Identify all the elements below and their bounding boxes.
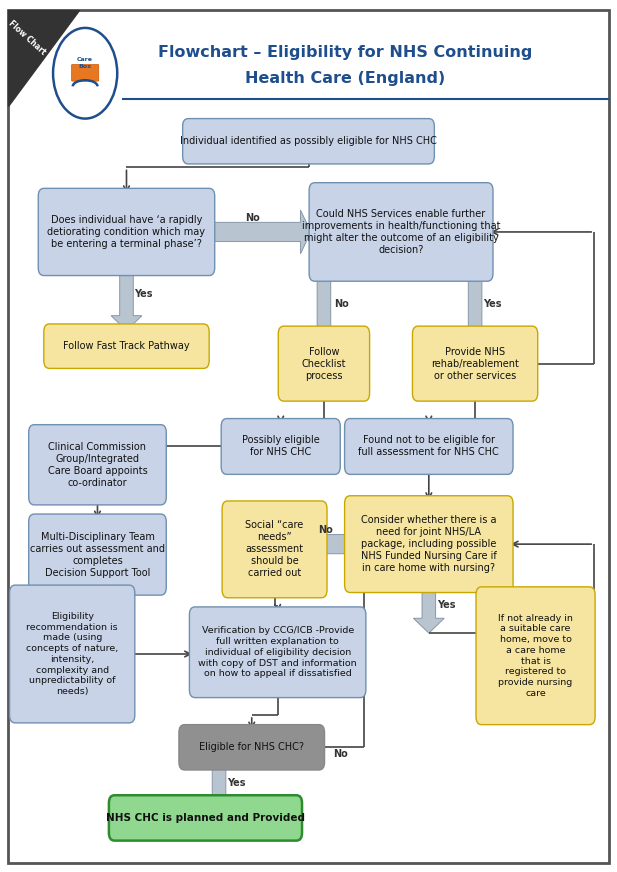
FancyBboxPatch shape	[109, 795, 302, 841]
FancyArrow shape	[204, 762, 234, 813]
FancyArrow shape	[111, 268, 142, 330]
FancyBboxPatch shape	[309, 183, 493, 281]
FancyBboxPatch shape	[72, 65, 99, 81]
Text: Box: Box	[78, 64, 92, 69]
Text: Yes: Yes	[483, 299, 502, 310]
FancyBboxPatch shape	[222, 501, 327, 598]
Text: Yes: Yes	[135, 290, 153, 299]
Text: NHS CHC is planned and Provided: NHS CHC is planned and Provided	[106, 813, 305, 823]
Text: No: No	[318, 525, 333, 535]
Text: Social “care
needs”
assessment
should be
carried out: Social “care needs” assessment should be…	[246, 521, 304, 578]
FancyBboxPatch shape	[183, 119, 434, 164]
Text: Verification by CCG/ICB -Provide
full written explanation to
individual of eligi: Verification by CCG/ICB -Provide full wr…	[198, 626, 357, 678]
FancyArrow shape	[210, 210, 311, 254]
Text: Flowchart – Eligibility for NHS Continuing: Flowchart – Eligibility for NHS Continui…	[159, 44, 532, 60]
Text: Multi-Disciplinary Team
carries out assessment and
completes
Decision Support To: Multi-Disciplinary Team carries out asse…	[30, 532, 165, 577]
Circle shape	[53, 28, 117, 119]
Text: Does individual have ‘a rapidly
detiorating condition which may
be entering a te: Does individual have ‘a rapidly detiorat…	[48, 215, 205, 249]
Text: Care: Care	[77, 57, 93, 62]
Text: Clinical Commission
Group/Integrated
Care Board appoints
co-ordinator: Clinical Commission Group/Integrated Car…	[48, 442, 147, 487]
FancyBboxPatch shape	[8, 10, 609, 863]
FancyBboxPatch shape	[10, 585, 135, 723]
FancyBboxPatch shape	[476, 587, 595, 725]
Text: Yes: Yes	[437, 600, 455, 610]
Text: If not already in
a suitable care
home, move to
a care home
that is
registered t: If not already in a suitable care home, …	[498, 614, 573, 698]
FancyBboxPatch shape	[189, 607, 366, 698]
FancyBboxPatch shape	[29, 425, 166, 505]
Text: Follow
Checklist
process: Follow Checklist process	[302, 347, 346, 380]
Text: Could NHS Services enable further
improvements in health/functioning that
might : Could NHS Services enable further improv…	[302, 209, 500, 255]
FancyBboxPatch shape	[412, 326, 537, 401]
Text: Eligibility
recommendation is
made (using
concepts of nature,
intensity,
complex: Eligibility recommendation is made (usin…	[26, 612, 118, 696]
Text: Eligible for NHS CHC?: Eligible for NHS CHC?	[199, 742, 304, 753]
FancyBboxPatch shape	[278, 326, 370, 401]
Text: No: No	[245, 213, 260, 223]
Text: No: No	[334, 299, 349, 310]
Text: Consider whether there is a
need for joint NHS/LA
package, including possible
NH: Consider whether there is a need for joi…	[361, 515, 497, 573]
FancyBboxPatch shape	[222, 419, 341, 474]
FancyArrow shape	[291, 522, 350, 566]
Text: Individual identified as possibly eligible for NHS CHC: Individual identified as possibly eligib…	[180, 136, 437, 146]
Polygon shape	[8, 10, 79, 106]
FancyBboxPatch shape	[38, 188, 215, 276]
FancyBboxPatch shape	[44, 324, 209, 368]
Text: Follow Fast Track Pathway: Follow Fast Track Pathway	[63, 341, 190, 351]
FancyBboxPatch shape	[344, 419, 513, 474]
Text: Health Care (England): Health Care (England)	[246, 71, 445, 86]
Text: Found not to be eligible for
full assessment for NHS CHC: Found not to be eligible for full assess…	[358, 435, 499, 458]
FancyBboxPatch shape	[344, 495, 513, 593]
Text: Yes: Yes	[227, 779, 246, 788]
Text: Possibly eligible
for NHS CHC: Possibly eligible for NHS CHC	[242, 435, 320, 458]
FancyArrow shape	[460, 273, 491, 348]
FancyArrow shape	[308, 273, 339, 348]
Text: Flow Chart: Flow Chart	[7, 19, 48, 57]
FancyBboxPatch shape	[179, 725, 325, 770]
Text: Provide NHS
rehab/reablement
or other services: Provide NHS rehab/reablement or other se…	[431, 347, 519, 380]
FancyArrow shape	[413, 584, 444, 633]
FancyBboxPatch shape	[29, 514, 166, 596]
Text: No: No	[333, 749, 348, 760]
